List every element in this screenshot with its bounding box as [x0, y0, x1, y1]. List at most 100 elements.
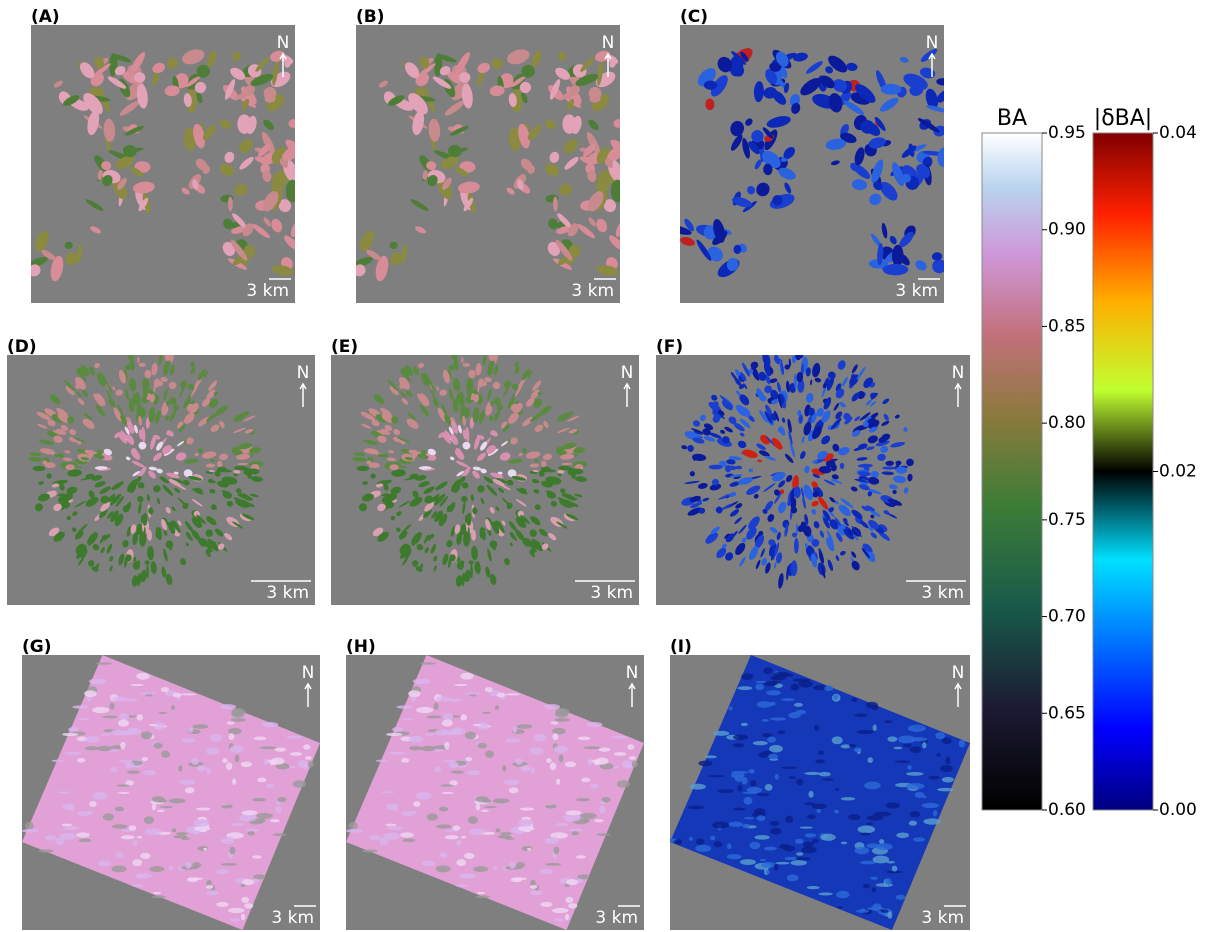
terrain-patch: [111, 767, 118, 772]
terrain-patch: [787, 875, 799, 882]
terrain-patch: [942, 738, 952, 744]
terrain-patch: [601, 797, 610, 802]
colorbar: [1093, 133, 1153, 810]
terrain-patch: [907, 765, 912, 770]
terrain-patch: [193, 724, 209, 729]
terrain-patch: [742, 824, 750, 829]
terrain-patch: [241, 762, 252, 768]
terrain-patch: [895, 760, 910, 762]
terrain-patch: [629, 756, 636, 760]
terrain-patch: [708, 775, 724, 777]
terrain-patch: [389, 464, 399, 470]
terrain-patch: [854, 847, 869, 855]
terrain-patch: [695, 845, 711, 852]
terrain-patch: [85, 736, 100, 743]
terrain-patch: [89, 679, 107, 685]
terrain-patch: [879, 839, 884, 844]
terrain-patch: [755, 835, 770, 840]
terrain-patch: [599, 806, 605, 814]
terrain-patch: [467, 770, 480, 775]
terrain-patch: [906, 783, 924, 789]
terrain-patch: [807, 886, 820, 889]
scale-label: 3 km: [266, 583, 309, 603]
colorbar-tick-label: 0.70: [1048, 607, 1086, 627]
terrain-patch: [132, 885, 144, 887]
terrain-patch: [445, 835, 459, 839]
terrain-patch: [112, 824, 128, 828]
terrain-patch: [530, 747, 544, 754]
panel-label: (F): [656, 337, 683, 357]
colorbar-tick-label: 0.90: [1048, 220, 1086, 240]
terrain-patch: [576, 798, 590, 801]
terrain-patch: [422, 861, 435, 867]
terrain-patch: [469, 828, 486, 835]
terrain-patch: [161, 751, 170, 758]
terrain-patch: [401, 811, 416, 816]
terrain-patch: [476, 803, 480, 810]
terrain-patch: [61, 824, 72, 827]
terrain-patch: [385, 824, 396, 827]
terrain-patch: [788, 776, 796, 779]
terrain-patch: [197, 765, 207, 771]
terrain-patch: [369, 835, 381, 841]
terrain-patch: [632, 761, 638, 768]
terrain-patch: [387, 826, 404, 830]
terrain-patch: [194, 819, 209, 827]
terrain-patch: [98, 861, 111, 867]
terrain-patch: [558, 52, 566, 61]
terrain-patch: [540, 869, 553, 874]
terrain-patch: [293, 780, 306, 788]
terrain-patch: [92, 792, 108, 800]
terrain-patch: [121, 835, 135, 839]
terrain-patch: [275, 748, 287, 752]
terrain-patch: [933, 810, 937, 816]
terrain-patch: [77, 811, 92, 816]
terrain-patch: [861, 909, 866, 912]
terrain-patch: [461, 836, 467, 838]
terrain-patch: [119, 713, 129, 720]
terrain-patch: [464, 853, 474, 859]
terrain-patch: [761, 862, 775, 868]
figure: (A)N3 km(B)N3 km(C)N3 km(D)N3 km(E)N3 km…: [0, 0, 1209, 932]
terrain-patch: [849, 744, 856, 748]
colorbar-tick-label: 0.04: [1159, 123, 1197, 143]
scale-label: 3 km: [571, 281, 614, 301]
north-label: N: [952, 363, 965, 383]
terrain-patch: [872, 887, 876, 892]
terrain-patch: [85, 746, 98, 750]
terrain-patch: [277, 797, 286, 802]
terrain-patch: [886, 802, 900, 808]
north-label: N: [602, 33, 615, 53]
terrain-patch: [515, 758, 523, 764]
terrain-patch: [216, 869, 229, 874]
terrain-patch: [945, 757, 950, 765]
terrain-patch: [583, 746, 600, 749]
terrain-patch: [856, 730, 874, 734]
terrain-patch: [509, 787, 519, 793]
terrain-patch: [396, 705, 412, 708]
terrain-patch: [221, 804, 232, 808]
terrain-patch: [527, 848, 531, 851]
terrain-patch: [750, 780, 756, 786]
terrain-patch: [117, 792, 129, 794]
terrain-patch: [808, 791, 813, 798]
terrain-patch: [141, 757, 148, 761]
panel-label: (A): [31, 7, 60, 27]
terrain-patch: [768, 754, 778, 759]
terrain-patch: [228, 908, 244, 913]
terrain-patch: [555, 718, 570, 722]
terrain-patch: [416, 707, 433, 713]
terrain-patch: [481, 810, 489, 813]
terrain-patch: [540, 902, 552, 907]
terrain-patch: [887, 912, 892, 919]
terrain-patch: [555, 708, 569, 716]
terrain-patch: [416, 792, 432, 800]
terrain-patch: [565, 897, 573, 903]
terrain-patch: [910, 811, 921, 817]
terrain-patch: [440, 784, 453, 786]
terrain-patch: [903, 743, 911, 747]
terrain-patch: [228, 733, 234, 740]
terrain-patch: [627, 744, 634, 750]
terrain-patch: [254, 736, 266, 740]
terrain-patch: [132, 840, 138, 846]
